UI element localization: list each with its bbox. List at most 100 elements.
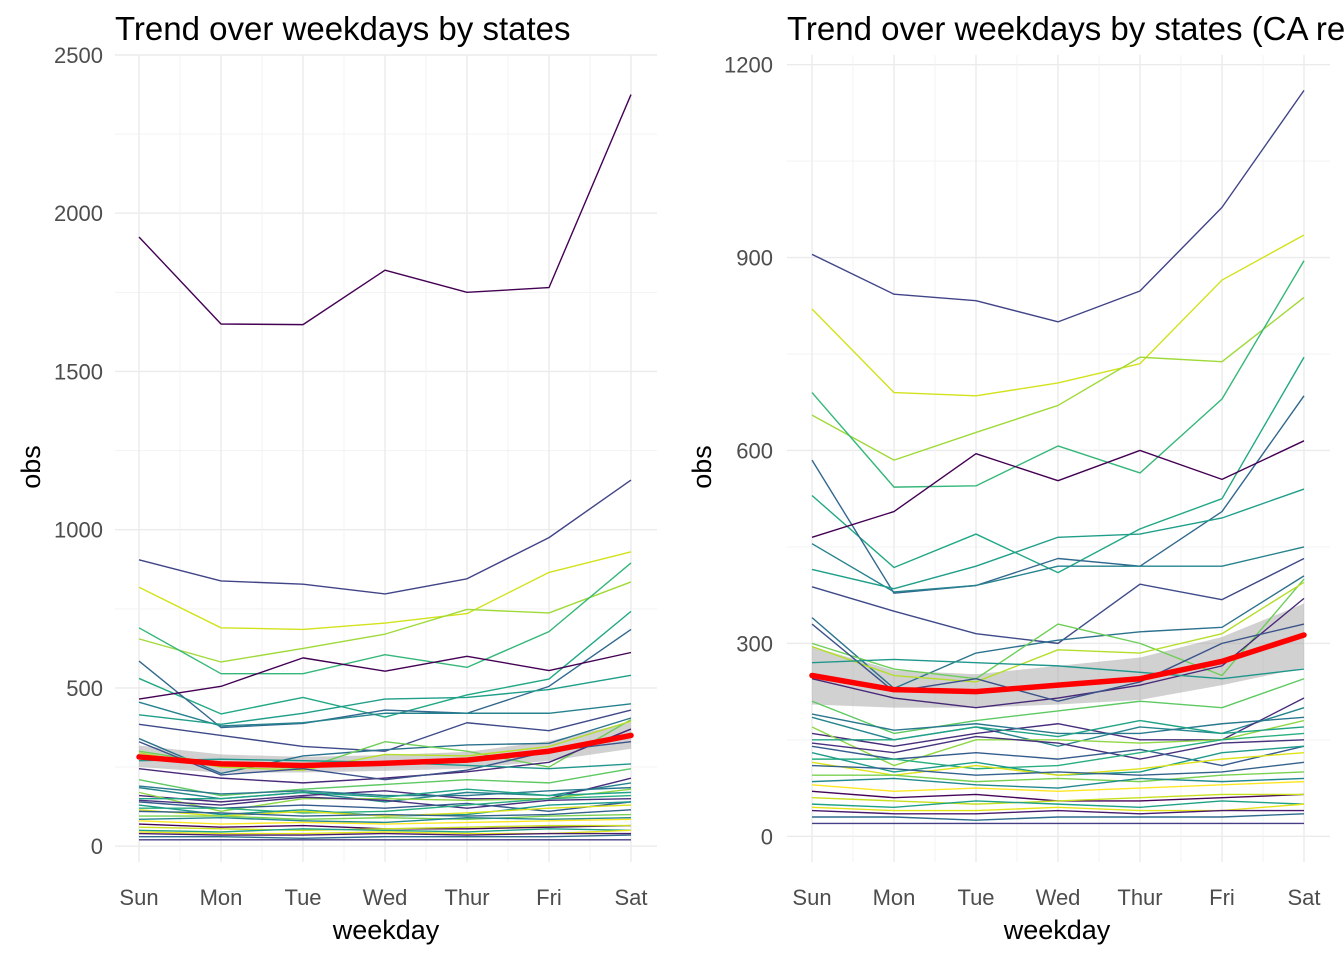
left-x-axis-label: weekday	[332, 915, 440, 945]
right-series-line-16	[811, 678, 1305, 735]
left-y-tick-label: 2000	[54, 201, 103, 226]
left-series-line-11	[138, 717, 632, 775]
left-series-line-7	[138, 651, 632, 700]
right-x-tick-labels: Sun Mon Tue Wed Thur Fri Sat	[792, 885, 1320, 910]
left-y-tick-label: 500	[66, 676, 103, 701]
right-x-tick-label: Sun	[792, 885, 831, 910]
right-series-line-32	[811, 793, 1304, 805]
left-series-line-3	[138, 581, 632, 663]
left-x-tick-labels: Sun Mon Tue Wed Thur Fri Sat	[119, 885, 647, 910]
left-trend-line-group	[136, 732, 634, 769]
right-series-line-36	[812, 813, 1305, 821]
left-series-line-37	[139, 834, 632, 839]
right-y-tick-label: 900	[736, 246, 773, 271]
left-y-tick-label: 0	[91, 834, 103, 859]
left-y-axis-label: obs	[16, 445, 46, 489]
left-series-line-30	[138, 816, 632, 824]
right-x-axis-label: weekday	[1003, 915, 1111, 945]
right-series-line-29	[811, 777, 1305, 789]
right-series-line-24	[812, 732, 1305, 770]
left-series-line-9	[138, 701, 632, 727]
left-x-tick-label: Thur	[444, 885, 489, 910]
left-series-lines	[138, 94, 632, 841]
right-trend-line	[809, 632, 1307, 695]
right-series-line-3	[811, 260, 1305, 488]
right-chart-panel: 0 300 600 900 1200 Sun Mon Tue Wed Thur Fri Sat Tr…	[687, 10, 1344, 945]
left-x-tick-label: Fri	[536, 885, 562, 910]
left-chart-panel: 0 500 1000 1500 2000 2500 Sun Mon Tue Wed Thur Fri…	[16, 10, 657, 945]
left-trend-line	[136, 732, 634, 769]
right-series-line-9	[811, 488, 1305, 590]
left-series-line-23	[138, 796, 632, 809]
right-series-line-35	[811, 809, 1304, 815]
right-series-line-21	[812, 719, 1305, 741]
right-trend-line-group	[809, 632, 1307, 695]
right-series-line-2	[811, 296, 1305, 461]
left-series-line-20	[138, 785, 632, 797]
right-confidence-band	[812, 603, 1304, 708]
left-series-line-25	[139, 794, 632, 814]
left-series-line-8	[138, 709, 632, 752]
right-trend-band	[812, 603, 1304, 708]
left-series-line-2	[138, 551, 632, 631]
left-y-tick-labels: 0 500 1000 1500 2000 2500	[54, 43, 103, 859]
right-series-line-8	[811, 543, 1305, 593]
left-x-tick-label: Sat	[614, 885, 647, 910]
left-series-line-17	[138, 767, 632, 797]
left-series-line-1	[138, 479, 632, 595]
right-series-line-33	[811, 800, 1305, 809]
right-x-tick-label: Thur	[1117, 885, 1162, 910]
right-chart-title: Trend over weekdays by states (CA remove…	[787, 10, 1344, 47]
right-series-line-0	[811, 89, 1305, 323]
left-chart-title: Trend over weekdays by states	[115, 10, 571, 47]
right-series-line-4	[811, 356, 1305, 574]
right-x-tick-label: Sat	[1287, 885, 1320, 910]
left-x-tick-label: Tue	[284, 885, 321, 910]
right-series-line-15	[811, 658, 1305, 680]
right-x-tick-label: Wed	[1036, 885, 1081, 910]
right-y-tick-labels: 0 300 600 900 1200	[724, 53, 773, 850]
left-y-tick-label: 1000	[54, 518, 103, 543]
left-series-line-33	[138, 824, 631, 832]
left-series-line-6	[138, 628, 632, 729]
left-y-tick-label: 2500	[54, 43, 103, 68]
left-series-line-36	[138, 832, 631, 836]
left-series-line-4	[138, 562, 632, 675]
left-series-line-13	[138, 720, 632, 771]
right-series-line-1	[811, 234, 1305, 397]
right-series-line-12	[811, 581, 1305, 683]
right-y-tick-label: 0	[761, 824, 773, 849]
right-series-line-11	[811, 578, 1305, 680]
left-series-line-14	[138, 728, 632, 784]
right-y-axis-label: obs	[687, 445, 717, 489]
right-x-tick-label: Tue	[957, 885, 994, 910]
left-x-tick-label: Sun	[119, 885, 158, 910]
right-y-tick-label: 1200	[724, 53, 773, 78]
right-x-tick-label: Mon	[873, 885, 916, 910]
left-series-line-28	[138, 809, 632, 817]
right-x-tick-label: Fri	[1209, 885, 1235, 910]
left-series-line-22	[139, 788, 632, 800]
left-y-tick-label: 1500	[54, 359, 103, 384]
right-series-line-28	[812, 771, 1305, 783]
left-x-tick-label: Mon	[200, 885, 243, 910]
left-series-line-29	[139, 813, 632, 820]
left-series-line-5	[138, 610, 632, 718]
right-series-line-7	[811, 557, 1305, 645]
right-series-line-13	[811, 597, 1305, 709]
right-series-line-27	[811, 761, 1305, 776]
right-series-lines	[811, 89, 1305, 825]
right-series-line-30	[811, 780, 1305, 792]
right-series-line-6	[811, 440, 1305, 538]
right-series-line-22	[811, 735, 1305, 760]
right-series-line-5	[811, 395, 1305, 594]
left-series-line-10	[138, 674, 632, 726]
right-y-tick-label: 300	[736, 631, 773, 656]
left-series-line-34	[138, 828, 632, 833]
left-series-line-31	[138, 818, 632, 825]
right-y-tick-label: 600	[736, 438, 773, 463]
left-series-line-0	[138, 94, 632, 326]
right-series-line-19	[811, 713, 1305, 735]
left-x-tick-label: Wed	[363, 885, 408, 910]
